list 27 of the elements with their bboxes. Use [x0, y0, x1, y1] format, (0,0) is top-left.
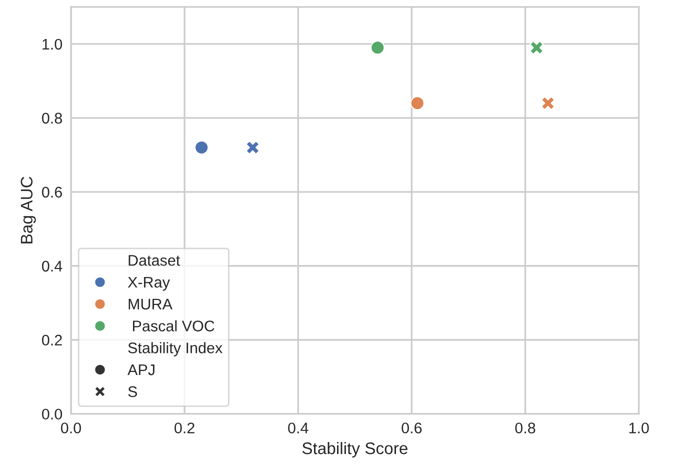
- y-tick-label: 1.0: [42, 38, 62, 50]
- x-tick-label: 0.8: [515, 422, 536, 434]
- point: [410, 96, 425, 110]
- point: [194, 140, 209, 155]
- text: Dataset: [128, 255, 180, 266]
- x-axis-title: Stability Score: [302, 442, 408, 458]
- point: [246, 140, 260, 155]
- annotation: S: [128, 386, 137, 398]
- y-axis-title: Bag AUC: [20, 176, 36, 244]
- legend-label: MURA: [128, 298, 172, 310]
- x-tick-label: 0.0: [60, 422, 81, 434]
- y-tick-label: 0.8: [42, 112, 62, 124]
- legend-label: X-Ray: [128, 277, 170, 291]
- y-tick-label: 0.6: [42, 186, 62, 198]
- annotation: APJ: [128, 364, 154, 376]
- point: [540, 96, 556, 110]
- y-tick-label: 0.0: [42, 408, 62, 420]
- text: Stability Index: [128, 342, 222, 356]
- y-tick-label: 0.4: [42, 260, 62, 272]
- x-tick-label: 1.0: [629, 422, 649, 434]
- point: [529, 40, 544, 55]
- point: [370, 40, 385, 55]
- y-tick-label: 0.2: [42, 334, 62, 346]
- x-tick-label: 0.4: [288, 422, 308, 434]
- legend-label: Pascal VOC: [133, 320, 214, 332]
- x-tick-label: 0.2: [174, 422, 194, 434]
- x-tick-label: 0.6: [402, 422, 422, 434]
